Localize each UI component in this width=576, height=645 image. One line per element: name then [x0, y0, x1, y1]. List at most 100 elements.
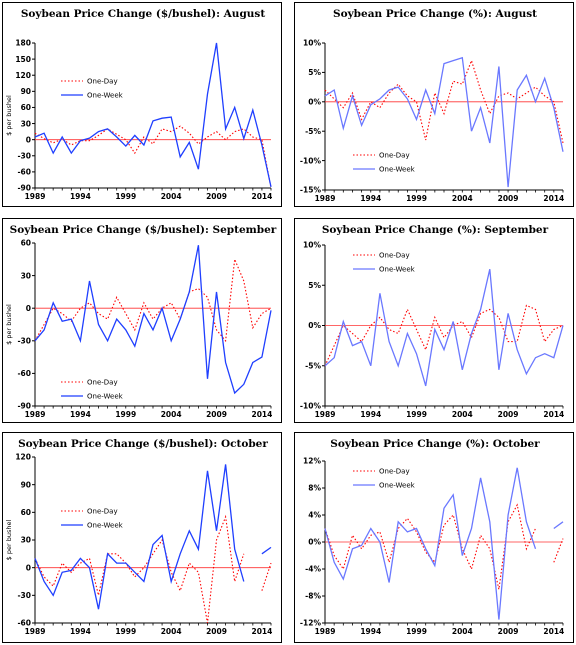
chart-panel-3: Soybean Price Change ($/bushel): Septemb…	[2, 218, 282, 423]
legend-label: One-Day	[379, 152, 410, 160]
chart-title: Soybean Price Change (%): August	[333, 8, 537, 20]
legend-label: One-Day	[87, 78, 118, 86]
y-tick-label: 30	[21, 536, 31, 545]
one-day-series-line	[324, 304, 564, 367]
chart-panel-4: Soybean Price Change (%): September -10% -…	[294, 218, 574, 423]
legend-label: One-Week	[87, 92, 124, 100]
x-tick-label: 1994	[70, 410, 91, 419]
legend-label: One-Day	[379, 252, 410, 260]
y-tick-label: 8%	[308, 484, 321, 493]
y-tick-label: 12%	[303, 457, 321, 466]
y-tick-label: 0%	[308, 321, 321, 330]
one-day-series-line	[34, 125, 272, 189]
x-tick-label: 2004	[452, 410, 473, 419]
y-tick-label: 120	[15, 453, 31, 462]
y-tick-label: -10%	[300, 402, 322, 411]
x-tick-label: 2004	[161, 410, 182, 419]
y-tick-label: 120	[15, 71, 31, 80]
y-tick-label: -90	[17, 402, 31, 411]
x-tick-label: 1999	[406, 627, 427, 636]
y-axis-label: $ per bushel	[5, 95, 13, 136]
y-tick-label: -30	[17, 151, 31, 160]
y-tick-label: -4%	[305, 565, 321, 574]
legend-label: One-Week	[379, 482, 416, 490]
x-tick-label: 1999	[115, 627, 136, 636]
legend-label: One-Day	[379, 468, 410, 476]
chart-title: Soybean Price Change ($/bushel): August	[21, 8, 266, 20]
y-tick-label: 60	[21, 103, 31, 112]
x-tick-label: 1989	[315, 194, 336, 203]
chart-svg: Soybean Price Change (%): September -10% -…	[300, 224, 564, 419]
x-tick-label: 1994	[360, 194, 381, 203]
chart-title: Soybean Price Change ($/bushel): Septemb…	[10, 224, 277, 236]
x-tick-label: 2004	[161, 192, 182, 201]
y-tick-label: 10%	[303, 241, 321, 250]
chart-svg: Soybean Price Change (%): August -15% -10%…	[300, 8, 564, 203]
x-tick-label: 2004	[452, 194, 473, 203]
chart-title: Soybean Price Change ($/bushel): October	[18, 438, 268, 450]
x-tick-label: 2009	[498, 410, 519, 419]
y-tick-label: 5%	[308, 281, 321, 290]
one-day-series-line	[34, 514, 245, 624]
chart-svg: Soybean Price Change ($/bushel): August $…	[5, 8, 272, 201]
y-tick-label: 60	[21, 508, 31, 517]
chart-panel-1: Soybean Price Change ($/bushel): August $…	[2, 2, 282, 207]
chart-svg: Soybean Price Change ($/bushel): Septemb…	[5, 224, 277, 419]
x-tick-label: 2004	[161, 627, 182, 636]
y-tick-label: -30	[17, 591, 31, 600]
one-week-series-line	[261, 546, 272, 555]
x-tick-label: 2014	[251, 192, 272, 201]
x-tick-label: 2014	[543, 627, 564, 636]
y-tick-label: -5%	[305, 361, 321, 370]
y-tick-label: 4%	[308, 511, 321, 520]
x-tick-label: 1989	[25, 192, 46, 201]
y-tick-label: 150	[15, 55, 31, 64]
y-tick-label: -10%	[300, 156, 322, 165]
y-tick-label: 0%	[308, 98, 321, 107]
y-tick-label: 30	[21, 271, 31, 280]
legend-label: One-Week	[379, 166, 416, 174]
y-tick-label: 0	[26, 563, 31, 572]
y-axis-label: $ per bushel	[5, 304, 13, 345]
x-tick-label: 1994	[360, 627, 381, 636]
y-tick-label: 180	[15, 39, 31, 48]
one-week-series-line	[324, 56, 564, 188]
x-tick-label: 1989	[315, 627, 336, 636]
y-tick-label: -60	[17, 369, 31, 378]
one-week-series-line	[34, 464, 245, 610]
x-tick-label: 1999	[406, 194, 427, 203]
y-axis-label: $ per bushel	[5, 519, 13, 560]
x-tick-label: 1989	[25, 627, 46, 636]
x-tick-label: 2009	[498, 194, 519, 203]
x-tick-label: 2009	[206, 410, 227, 419]
y-tick-label: 10%	[303, 39, 321, 48]
x-tick-label: 1999	[115, 410, 136, 419]
x-tick-label: 2014	[251, 410, 272, 419]
x-tick-label: 1994	[70, 192, 91, 201]
x-tick-label: 1989	[315, 410, 336, 419]
y-tick-label: -90	[17, 184, 31, 193]
x-tick-label: 1999	[115, 192, 136, 201]
y-tick-label: -5%	[305, 127, 321, 136]
legend-label: One-Week	[87, 522, 124, 530]
one-week-series-line	[34, 42, 272, 188]
x-tick-label: 1989	[25, 410, 46, 419]
one-day-series-line	[261, 562, 272, 591]
one-week-series-line	[553, 521, 564, 530]
y-tick-label: -8%	[305, 592, 321, 601]
y-tick-label: 30	[21, 119, 31, 128]
y-tick-label: -60	[17, 168, 31, 177]
chart-svg: Soybean Price Change (%): October -12% -8%…	[300, 438, 564, 636]
y-tick-label: 5%	[308, 68, 321, 77]
y-tick-label: 0	[26, 304, 31, 313]
one-week-series-line	[324, 269, 564, 387]
chart-panel-6: Soybean Price Change (%): October -12% -8%…	[294, 432, 574, 643]
y-tick-label: 0%	[308, 538, 321, 547]
one-week-series-line	[324, 467, 537, 620]
legend-label: One-Week	[379, 266, 416, 274]
legend-label: One-Week	[87, 393, 124, 401]
y-tick-label: 60	[21, 239, 31, 248]
chart-svg: Soybean Price Change ($/bushel): October…	[5, 438, 272, 636]
x-tick-label: 2009	[206, 627, 227, 636]
